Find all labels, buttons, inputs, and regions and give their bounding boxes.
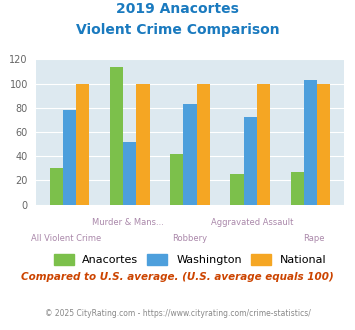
Bar xyxy=(170,154,183,205)
Text: Violent Crime Comparison: Violent Crime Comparison xyxy=(76,23,279,37)
Text: 2019 Anacortes: 2019 Anacortes xyxy=(116,2,239,16)
Bar xyxy=(290,172,304,205)
Bar xyxy=(244,117,257,205)
Bar xyxy=(317,83,330,205)
Bar xyxy=(230,174,244,205)
Bar xyxy=(304,80,317,205)
Text: © 2025 CityRating.com - https://www.cityrating.com/crime-statistics/: © 2025 CityRating.com - https://www.city… xyxy=(45,309,310,317)
Bar xyxy=(197,83,210,205)
Legend: Anacortes, Washington, National: Anacortes, Washington, National xyxy=(54,254,326,265)
Text: Robbery: Robbery xyxy=(173,234,207,243)
Bar xyxy=(123,142,136,205)
Bar xyxy=(63,110,76,205)
Text: Compared to U.S. average. (U.S. average equals 100): Compared to U.S. average. (U.S. average … xyxy=(21,272,334,282)
Bar xyxy=(76,83,89,205)
Text: All Violent Crime: All Violent Crime xyxy=(31,234,102,243)
Bar xyxy=(136,83,149,205)
Bar xyxy=(50,168,63,205)
Text: Rape: Rape xyxy=(303,234,324,243)
Text: Murder & Mans...: Murder & Mans... xyxy=(92,218,164,227)
Bar xyxy=(257,83,270,205)
Bar xyxy=(183,104,197,205)
Text: Aggravated Assault: Aggravated Assault xyxy=(211,218,293,227)
Bar xyxy=(110,67,123,205)
